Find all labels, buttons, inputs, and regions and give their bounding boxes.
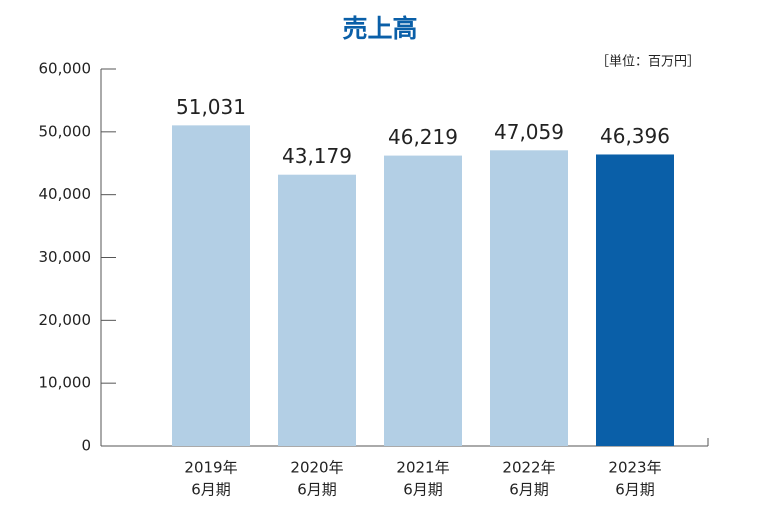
x-tick-label: 2021年 bbox=[396, 459, 449, 477]
chart-title: 売上高 bbox=[342, 14, 417, 43]
value-label: 47,059 bbox=[494, 120, 564, 144]
bar bbox=[384, 155, 462, 446]
bar bbox=[278, 174, 356, 446]
value-label: 46,396 bbox=[600, 124, 670, 148]
x-tick-label: 2019年 bbox=[184, 459, 237, 477]
x-tick-label: 6月期 bbox=[297, 481, 337, 499]
unit-label: ［単位：百万円］ bbox=[596, 54, 700, 70]
y-tick-label: 40,000 bbox=[39, 185, 92, 203]
x-tick-label: 6月期 bbox=[509, 481, 549, 499]
y-tick-label: 60,000 bbox=[39, 60, 92, 78]
bar bbox=[490, 150, 568, 446]
x-tick-label: 6月期 bbox=[615, 481, 655, 499]
bar bbox=[172, 125, 250, 446]
x-tick-label: 2023年 bbox=[608, 459, 661, 477]
y-tick-label: 50,000 bbox=[39, 122, 92, 140]
x-tick-label: 2022年 bbox=[502, 459, 555, 477]
bar bbox=[596, 154, 674, 447]
y-tick-label: 10,000 bbox=[39, 374, 92, 392]
value-label: 46,219 bbox=[388, 125, 458, 149]
x-tick-label: 6月期 bbox=[403, 481, 443, 499]
x-tick-label: 6月期 bbox=[191, 481, 231, 499]
value-label: 51,031 bbox=[176, 95, 246, 119]
y-tick-label: 20,000 bbox=[39, 311, 92, 329]
y-tick-label: 30,000 bbox=[39, 248, 92, 266]
y-tick-label: 0 bbox=[81, 437, 91, 455]
value-label: 43,179 bbox=[282, 144, 352, 168]
x-tick-label: 2020年 bbox=[290, 459, 343, 477]
